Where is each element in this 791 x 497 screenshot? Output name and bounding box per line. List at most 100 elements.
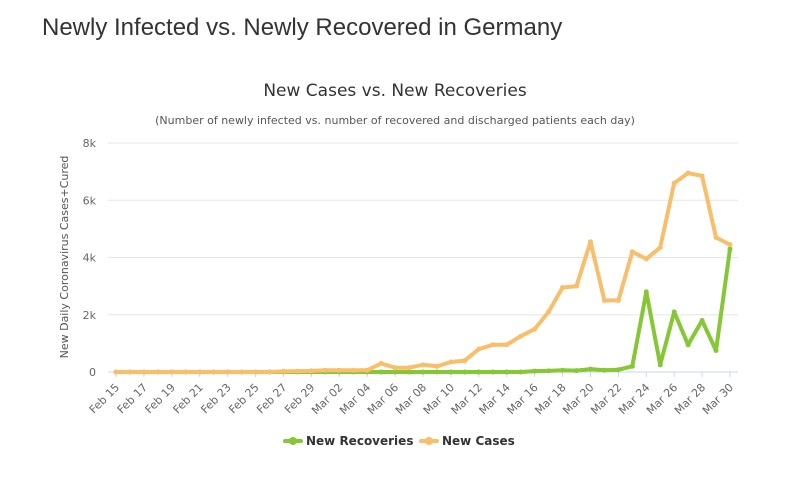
y-tick-label: 2k [83,309,97,322]
data-point[interactable] [322,367,328,373]
data-point[interactable] [280,368,286,374]
data-point[interactable] [476,369,482,375]
data-point[interactable] [615,297,621,303]
data-point[interactable] [518,369,524,375]
data-point[interactable] [420,362,426,368]
page-heading: Newly Infected vs. Newly Recovered in Ge… [42,14,563,41]
data-point[interactable] [532,326,538,332]
series-0 [113,246,733,375]
data-point[interactable] [434,369,440,375]
legend-item[interactable]: New Recoveries [283,434,413,448]
data-point[interactable] [629,363,635,369]
data-point[interactable] [476,346,482,352]
data-point[interactable] [462,358,468,364]
data-point[interactable] [406,365,412,371]
y-tick-label: 4k [83,252,97,265]
data-point[interactable] [225,369,231,375]
data-point[interactable] [113,369,119,375]
data-point[interactable] [490,369,496,375]
y-tick-label: 0 [89,366,96,379]
y-tick-label: 6k [83,194,97,207]
data-point[interactable] [699,317,705,323]
data-point[interactable] [155,369,161,375]
data-point[interactable] [546,368,552,374]
data-point[interactable] [504,342,510,348]
data-point[interactable] [462,369,468,375]
data-point[interactable] [574,368,579,374]
legend-dot-marker [289,437,297,445]
data-point[interactable] [211,369,217,375]
y-tick-label: 8k [83,137,97,150]
data-point[interactable] [448,369,454,375]
data-point[interactable] [183,369,189,375]
data-point[interactable] [350,367,356,373]
data-point[interactable] [671,180,677,186]
data-point[interactable] [239,369,245,375]
data-point[interactable] [587,239,593,245]
data-point[interactable] [713,234,719,240]
data-point[interactable] [364,367,370,373]
data-point[interactable] [253,369,259,375]
series-lines [113,170,733,375]
data-point[interactable] [629,249,635,255]
data-point[interactable] [392,365,398,371]
x-tick-label: Feb 27 [254,381,289,416]
y-axis-title: New Daily Coronavirus Cases+Cured [58,156,71,359]
data-point[interactable] [713,348,719,354]
data-point[interactable] [294,368,300,374]
data-point[interactable] [127,369,133,375]
x-tick-label: Mar 30 [700,381,736,417]
data-point[interactable] [601,367,607,373]
data-point[interactable] [490,342,496,348]
data-point[interactable] [197,369,203,375]
data-point[interactable] [727,242,733,248]
data-point[interactable] [685,342,691,348]
data-point[interactable] [504,369,510,375]
series-1 [113,170,733,375]
data-point[interactable] [601,297,607,303]
x-tick-label: Feb 15 [87,381,122,416]
data-point[interactable] [420,369,426,375]
x-tick-label: Feb 19 [143,381,178,416]
data-point[interactable] [671,309,677,315]
legend-item[interactable]: New Cases [419,434,515,448]
chart-subtitle: (Number of newly infected vs. number of … [155,114,635,127]
data-point[interactable] [141,369,147,375]
data-point[interactable] [518,333,524,339]
data-point[interactable] [308,368,314,374]
data-point[interactable] [406,369,412,375]
data-point[interactable] [643,289,649,295]
data-point[interactable] [699,173,705,179]
data-point[interactable] [643,256,649,262]
data-point[interactable] [546,309,552,315]
data-point[interactable] [267,369,272,375]
data-point[interactable] [657,362,663,368]
x-tick-label: Feb 17 [115,381,150,416]
legend-label: New Recoveries [306,434,413,448]
data-point[interactable] [574,283,579,289]
data-point[interactable] [336,367,342,373]
data-point[interactable] [657,244,663,250]
chart-title: New Cases vs. New Recoveries [263,81,527,101]
data-point[interactable] [685,170,691,176]
legend[interactable]: New Recoveries New Cases [283,434,515,448]
data-point[interactable] [532,368,538,374]
data-point[interactable] [169,369,175,375]
x-tick-label: Feb 23 [198,381,233,416]
x-tick-label: Feb 21 [171,381,206,416]
data-point[interactable] [615,367,621,373]
series-line [114,246,732,374]
data-point[interactable] [392,369,398,375]
data-point[interactable] [434,363,440,369]
data-point[interactable] [378,369,384,375]
data-point[interactable] [378,360,384,366]
data-point[interactable] [560,285,566,291]
y-axis-ticks: 0 2k 4k 6k 8k [83,137,97,379]
data-point[interactable] [587,366,593,372]
x-tick-label: Feb 25 [226,381,261,416]
data-point[interactable] [560,367,566,373]
legend-dot-marker [425,437,433,445]
data-point[interactable] [448,359,454,365]
data-point[interactable] [727,246,733,252]
